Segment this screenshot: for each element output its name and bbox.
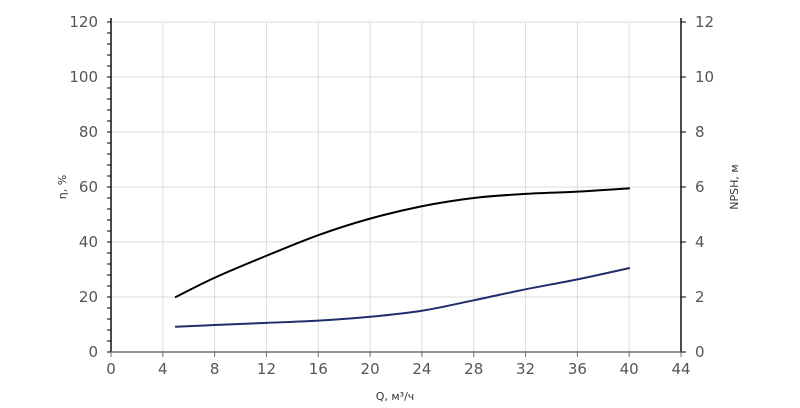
axes (107, 18, 686, 357)
y-left-tick-label: 100 (69, 68, 98, 86)
y-right-tick-label: 10 (695, 68, 714, 86)
x-tick-label: 12 (257, 360, 276, 378)
x-axis-title: Q, м³/ч (376, 390, 415, 403)
y-left-tick-label: 120 (69, 13, 98, 31)
y-right-tick-label: 0 (695, 343, 705, 361)
x-tick-label: 28 (464, 360, 483, 378)
x-tick-label: 0 (106, 360, 116, 378)
y-left-tick-label: 40 (79, 233, 98, 251)
series (174, 187, 631, 328)
y-left-tick-label: 80 (79, 123, 98, 141)
x-tick-label: 8 (210, 360, 220, 378)
x-tick-label: 44 (671, 360, 690, 378)
y-left-tick-label: 20 (79, 288, 98, 306)
x-tick-label: 32 (516, 360, 535, 378)
x-tick-label: 16 (309, 360, 328, 378)
x-tick-label: 40 (620, 360, 639, 378)
labels: 0 4 8 12 16 20 24 28 32 36 40 440204060801001200246… (56, 13, 741, 403)
y-right-tick-label: 12 (695, 13, 714, 31)
x-tick-label: 36 (568, 360, 587, 378)
efficiency-series-line (174, 187, 631, 298)
y-right-tick-label: 6 (695, 178, 705, 196)
npsh-series-line (174, 267, 631, 328)
grid (111, 21, 681, 352)
y-right-tick-label: 4 (695, 233, 705, 251)
x-tick-label: 20 (361, 360, 380, 378)
y-left-tick-label: 0 (88, 343, 98, 361)
x-tick-label: 4 (158, 360, 168, 378)
y-left-axis-title: η, % (56, 175, 69, 199)
y-right-tick-label: 8 (695, 123, 705, 141)
y-right-tick-label: 2 (695, 288, 705, 306)
y-right-axis-title: NPSH, м (728, 164, 741, 209)
y-left-tick-label: 60 (79, 178, 98, 196)
x-tick-label: 24 (412, 360, 431, 378)
